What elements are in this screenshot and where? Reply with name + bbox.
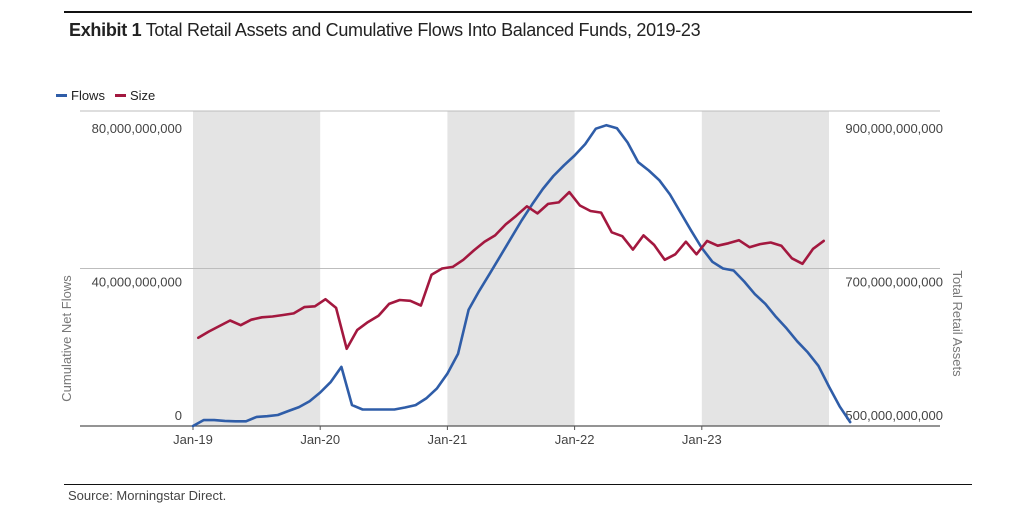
legend-swatch-size [114, 94, 126, 97]
x-tick-label-0: Jan-19 [173, 432, 213, 447]
y-right-tick-label-0: 500,000,000,000 [845, 408, 943, 423]
source-note: Source: Morningstar Direct. [68, 488, 227, 503]
x-tick-label-3: Jan-22 [555, 432, 595, 447]
series-line-size [197, 190, 826, 351]
chart-legend: Flows Size [56, 88, 155, 103]
y-left-tick-label-0: 0 [175, 408, 182, 423]
top-rule [64, 11, 972, 13]
x-tick-label-4: Jan-23 [682, 432, 722, 447]
series-line-flows [191, 123, 852, 428]
exhibit-title: Total Retail Assets and Cumulative Flows… [145, 20, 701, 40]
y-left-axis-title: Cumulative Net Flows [59, 275, 74, 402]
bottom-rule [64, 484, 972, 485]
y-left-tick-label-1: 40,000,000,000 [92, 275, 182, 290]
y-right-axis-title: Total Retail Assets [950, 270, 965, 377]
y-right-tick-label-1: 700,000,000,000 [845, 275, 943, 290]
legend-item-size: Size [114, 88, 156, 103]
page-title: Exhibit 1 Total Retail Assets and Cumula… [69, 20, 701, 41]
y-left-tick-label-2: 80,000,000,000 [92, 121, 182, 136]
legend-label-flows: Flows [71, 88, 105, 103]
exhibit-number: Exhibit 1 [69, 20, 142, 40]
x-tick-label-2: Jan-21 [428, 432, 468, 447]
x-tick-label-1: Jan-20 [300, 432, 340, 447]
legend-item-flows: Flows [56, 88, 105, 103]
legend-swatch-flows [56, 94, 67, 97]
y-right-tick-label-2: 900,000,000,000 [845, 121, 943, 136]
legend-label-size: Size [129, 88, 156, 103]
